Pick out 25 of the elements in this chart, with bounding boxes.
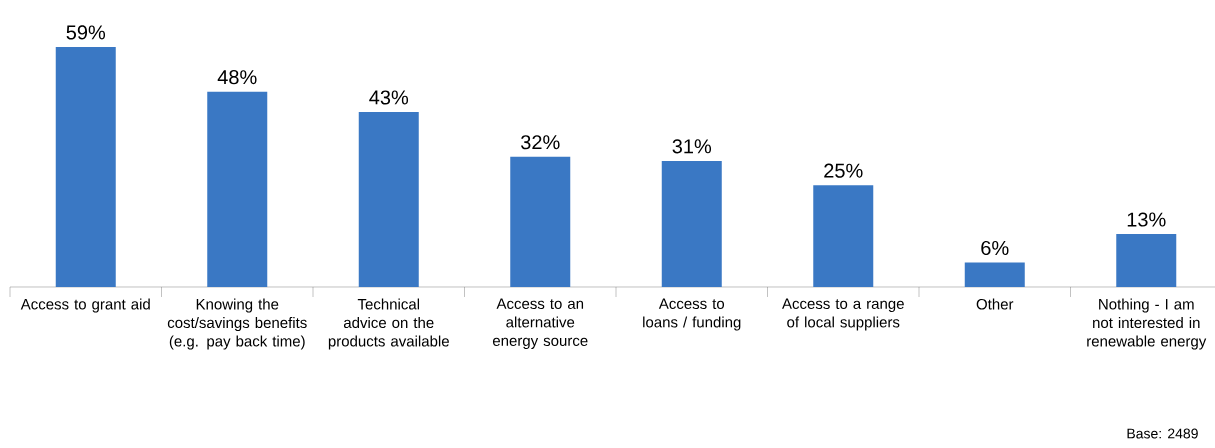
- x-tick-label: Access to loans / funding: [643, 298, 741, 331]
- x-tick-label: Knowing the cost/savings benefits (e.g. pay back time): [167, 298, 307, 350]
- bar: [813, 185, 874, 287]
- data-label: 32%: [521, 135, 560, 150]
- bar: [207, 91, 268, 287]
- bar: [510, 156, 571, 287]
- x-tick-label: Access to a range of local suppliers: [782, 298, 904, 331]
- data-label: 48%: [217, 70, 257, 85]
- x-tick-label: Access to an alternative energy source: [492, 298, 588, 349]
- bar: [661, 160, 722, 287]
- bar: [1116, 234, 1177, 287]
- data-label: 25%: [824, 163, 863, 178]
- data-label: 31%: [672, 139, 712, 154]
- bar: [964, 262, 1025, 287]
- data-label: 6%: [981, 240, 1009, 256]
- x-tick-label: Technical advice on the products available: [328, 298, 449, 350]
- data-label: 59%: [66, 25, 106, 40]
- bar: [358, 112, 419, 287]
- text: Base: 2489: [1127, 428, 1198, 439]
- data-label: 13%: [1127, 212, 1166, 227]
- data-label: 43%: [369, 90, 409, 105]
- bar: [55, 46, 116, 287]
- x-tick-label: Access to grant aid: [20, 298, 150, 313]
- x-tick-label: Other: [976, 298, 1014, 310]
- x-tick-label: Nothing - I am not interested in renewable energy: [1087, 298, 1207, 350]
